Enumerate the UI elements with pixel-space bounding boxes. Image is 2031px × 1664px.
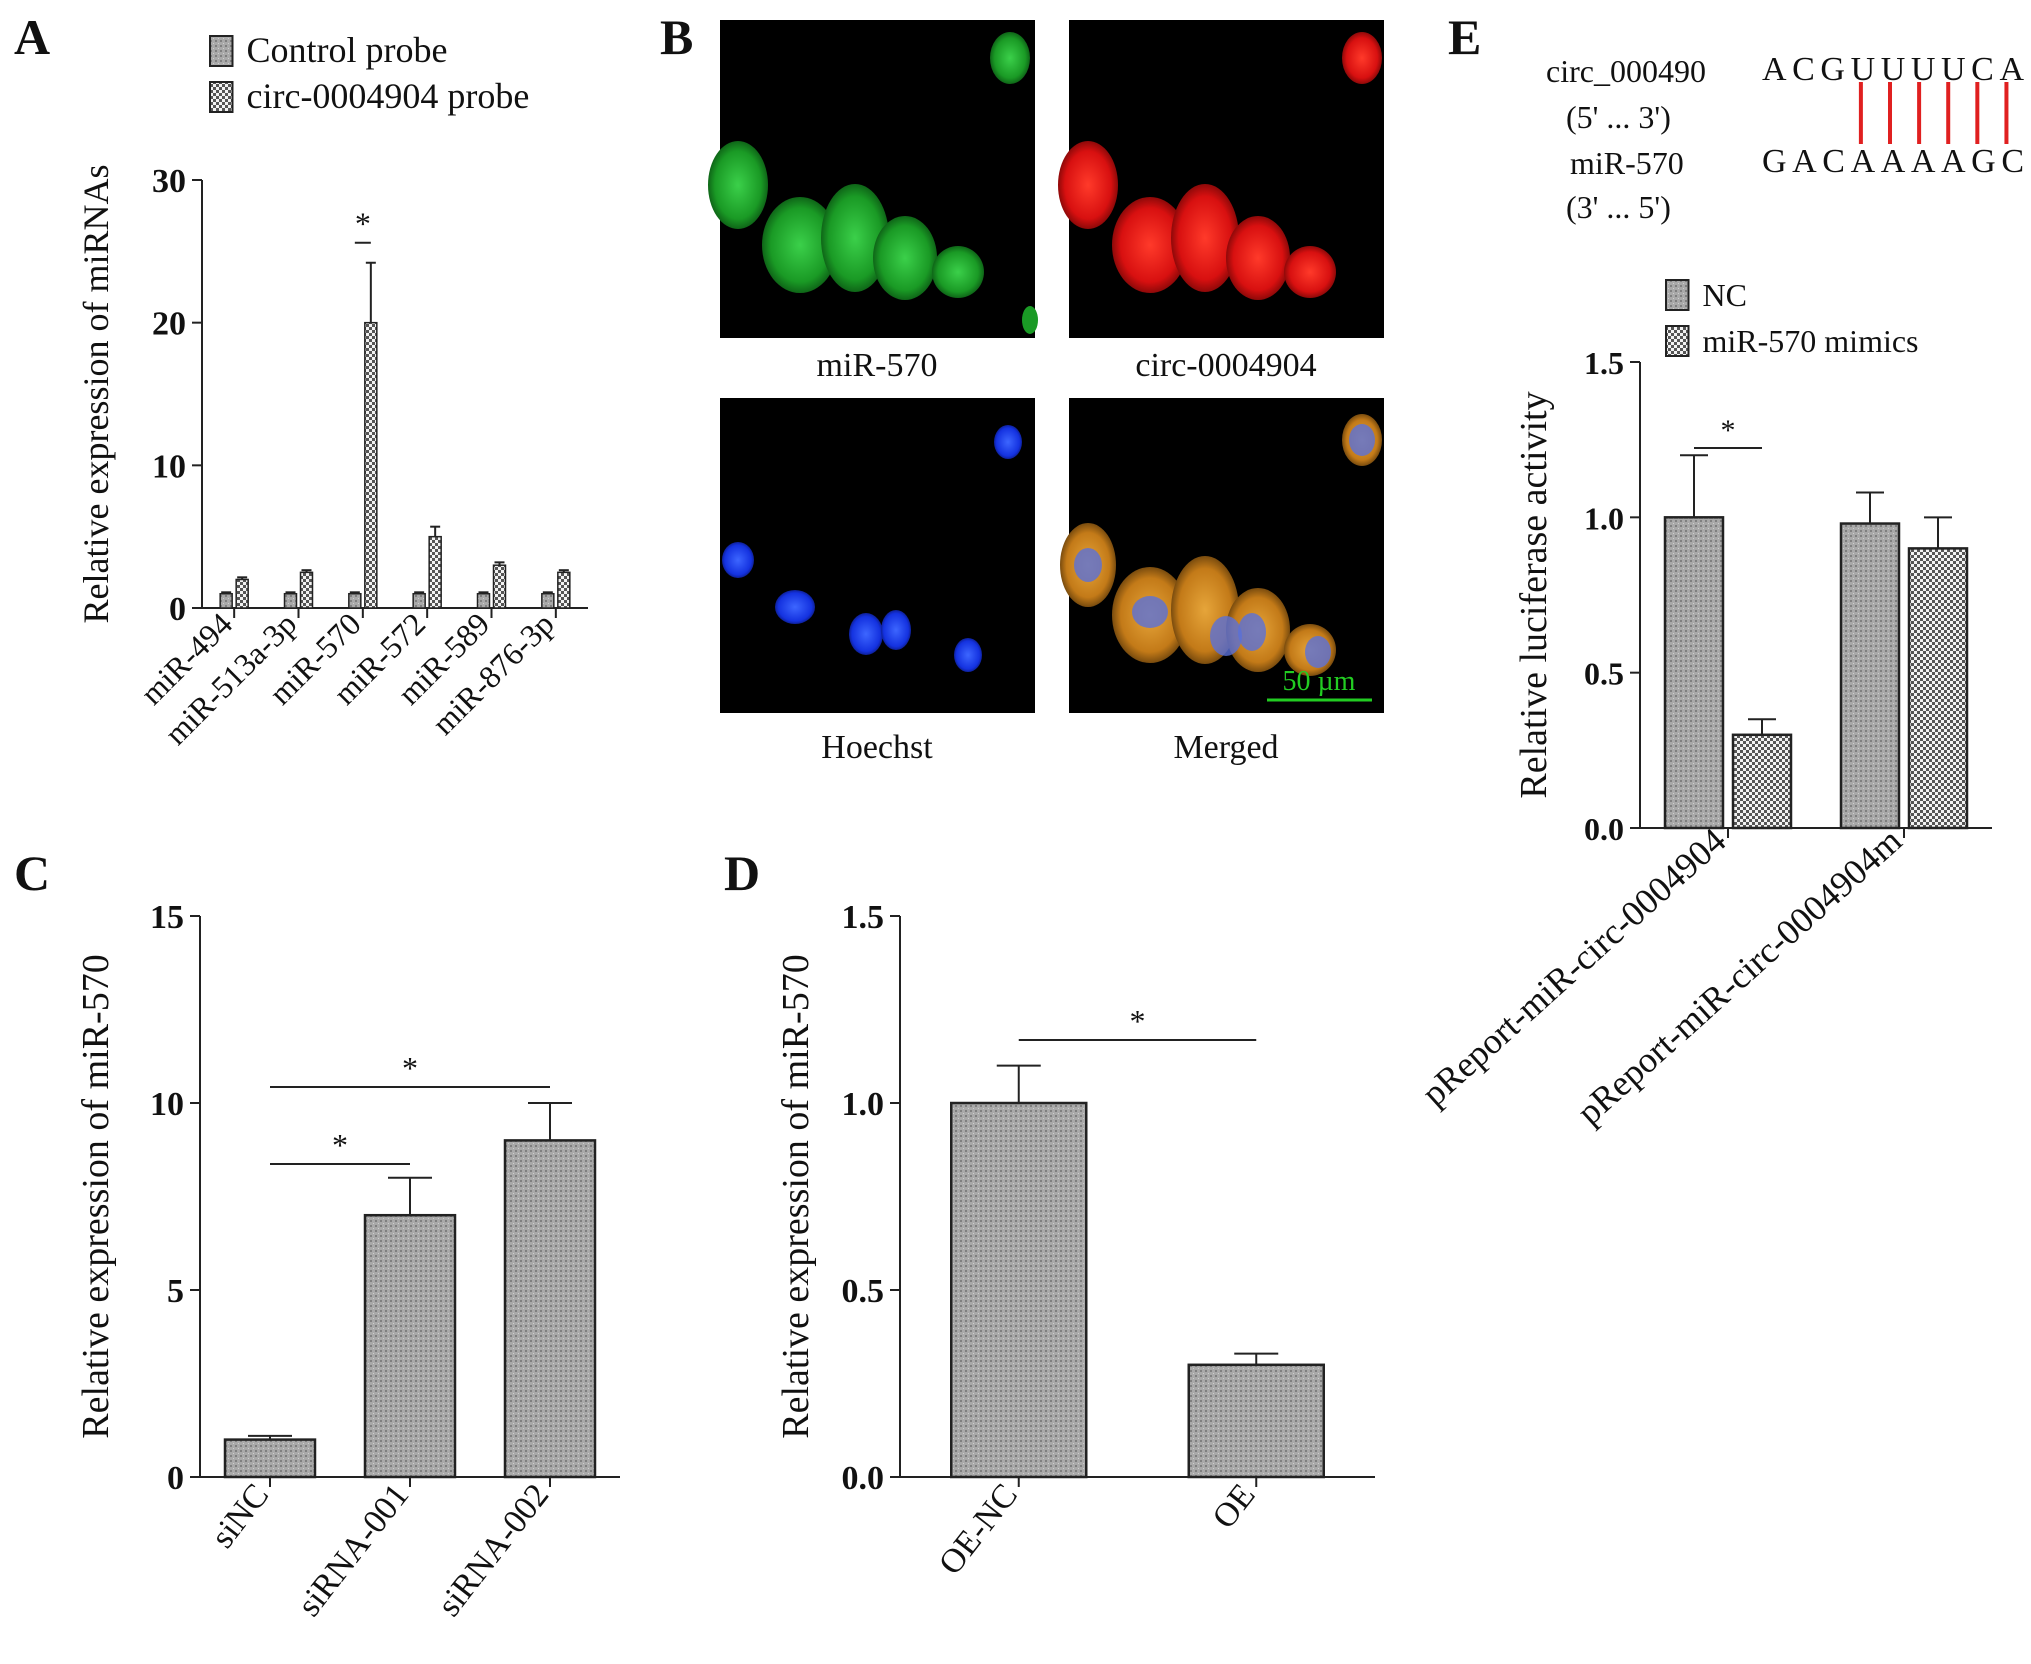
- micrograph-label-circ: circ-0004904: [1135, 347, 1316, 384]
- panel-label-b: B: [660, 9, 693, 65]
- y-tick-label: 0: [169, 591, 186, 628]
- bar-control-probe: [219, 592, 233, 609]
- legend-swatch: [209, 35, 234, 67]
- significance-star: *: [402, 1050, 418, 1086]
- y-axis-title: Relative expression of miR-570: [75, 954, 117, 1438]
- bar-value: [503, 1139, 597, 1479]
- y-tick-label: 0.5: [842, 1273, 885, 1310]
- x-tick-label: siRNA-001: [291, 1477, 417, 1623]
- significance-star: *: [1130, 1003, 1146, 1039]
- panel-label-d: D: [724, 845, 760, 901]
- bar-nc: [1663, 516, 1725, 830]
- bar-mir-570-mimics: [1731, 733, 1793, 830]
- bar-circ-0004904-probe: [428, 535, 442, 609]
- bar-circ-0004904-probe: [557, 571, 571, 609]
- y-axis-title: Relative expression of miRNAs: [76, 165, 116, 624]
- y-axis-title: Relative expression of miR-570: [775, 954, 817, 1438]
- bar-control-probe: [348, 592, 362, 609]
- bar-circ-0004904-probe: [492, 564, 507, 609]
- circ-direction: (5' ... 3'): [1566, 99, 1671, 135]
- micrograph-label-hoechst: Hoechst: [821, 729, 933, 766]
- y-tick-label: 10: [152, 448, 186, 485]
- bar-control-probe: [541, 592, 555, 609]
- y-tick-label: 5: [167, 1273, 184, 1310]
- y-tick-label: 0.5: [1584, 656, 1624, 692]
- bar-mir-570-mimics: [1907, 547, 1969, 830]
- micrograph-circ0004904: [1058, 20, 1384, 338]
- y-axis-title: Relative luciferase activity: [1513, 391, 1555, 798]
- y-tick-label: 30: [152, 163, 186, 200]
- y-tick-label: 0.0: [1584, 811, 1624, 847]
- chart-d: 0.0 0.5 1.0 1.5 Relative expression of miR-5…: [775, 899, 1375, 1582]
- bar-value: [1187, 1363, 1325, 1479]
- circ-name: circ_000490: [1546, 53, 1706, 89]
- y-tick-label: 1.0: [1584, 500, 1624, 536]
- micrograph-merged: 50 µm: [1060, 398, 1384, 713]
- base-pairing-diagram: circ_000490 (5' ... 3') miR-570 (3' ... …: [1546, 51, 2024, 225]
- panel-label-c: C: [14, 845, 50, 901]
- legend-label: miR-570 mimics: [1703, 323, 1919, 359]
- x-tick-label: pReport-miR-circ-0004904: [1414, 820, 1734, 1113]
- bar-circ-0004904-probe: [364, 321, 378, 609]
- micrograph-hoechst: [720, 398, 1035, 713]
- y-tick-label: 0: [167, 1460, 184, 1497]
- legend-swatch: [1665, 279, 1690, 311]
- circ-sequence: ACGUUUUCA: [1762, 51, 2024, 88]
- bar-control-probe: [412, 592, 426, 609]
- mir-direction: (3' ... 5'): [1566, 189, 1671, 225]
- y-tick-label: 15: [150, 899, 184, 936]
- y-tick-label: 0.0: [842, 1460, 885, 1497]
- panel-label-a: A: [14, 9, 50, 65]
- x-tick-label: siRNA-002: [431, 1477, 557, 1623]
- x-tick-label: OE: [1205, 1477, 1262, 1535]
- legend-label: circ-0004904 probe: [247, 76, 530, 116]
- mir-name: miR-570: [1570, 145, 1684, 181]
- legend-swatch: [209, 81, 234, 113]
- x-tick-label: pReport-miR-circ-0004904m: [1569, 820, 1909, 1132]
- bar-control-probe: [476, 592, 491, 609]
- legend-label: NC: [1703, 277, 1747, 313]
- significance-star: *: [355, 206, 371, 242]
- bar-nc: [1839, 522, 1901, 830]
- micrograph-label-merged: Merged: [1173, 729, 1278, 766]
- micrograph-label-mir570: miR-570: [817, 347, 938, 384]
- chart-e: 0.0 0.5 1.0 1.5 Relative luciferase activity…: [1414, 277, 1992, 1132]
- bar-value: [363, 1213, 457, 1479]
- y-tick-label: 1.5: [1584, 345, 1624, 381]
- legend-swatch: [1665, 325, 1690, 357]
- significance-star: *: [332, 1127, 348, 1163]
- bar-value: [950, 1101, 1088, 1479]
- significance-star: *: [1721, 414, 1736, 447]
- y-tick-label: 1.0: [842, 1086, 885, 1123]
- y-tick-label: 1.5: [842, 899, 885, 936]
- y-tick-label: 10: [150, 1086, 184, 1123]
- pairing-lines: [1858, 82, 2009, 144]
- micrograph-mir570: [708, 20, 1038, 338]
- y-tick-label: 20: [152, 306, 186, 343]
- bar-circ-0004904-probe: [299, 571, 314, 609]
- bar-control-probe: [283, 592, 298, 609]
- bar-value: [223, 1438, 317, 1479]
- chart-c: 0 5 10 15 Relative expression of miR-570 siNC…: [75, 899, 620, 1623]
- x-tick-label: siNC: [204, 1477, 276, 1555]
- micrograph-grid: 50 µm miR-570 circ-0004904 Hoechst Merge…: [708, 20, 1384, 766]
- bar-circ-0004904-probe: [235, 578, 249, 609]
- legend-label: Control probe: [247, 30, 448, 70]
- mir-sequence: GACAAAAGC: [1762, 143, 2024, 180]
- panel-label-e: E: [1448, 9, 1481, 65]
- scale-bar-label: 50 µm: [1283, 666, 1356, 697]
- x-tick-label: OE-NC: [932, 1477, 1025, 1582]
